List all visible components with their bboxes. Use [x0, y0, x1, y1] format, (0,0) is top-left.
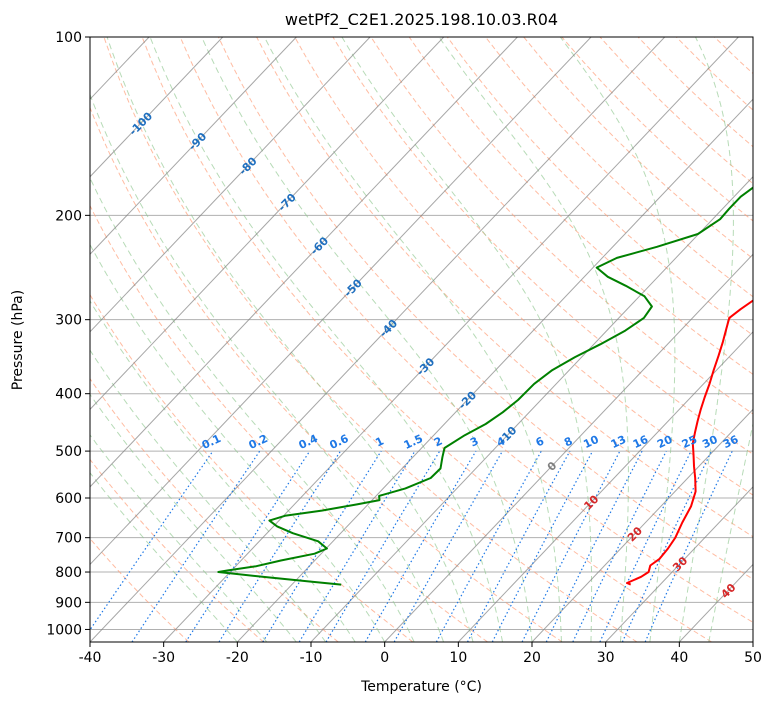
x-tick-label: 50 — [744, 650, 762, 666]
dry-adiabat — [28, 37, 488, 642]
isotherm-line — [0, 37, 370, 642]
mixing-ratio-label: 2 — [432, 434, 444, 449]
mixing-ratio-label: 13 — [609, 433, 628, 451]
moist-adiabat — [107, 37, 473, 642]
x-tick-label: -30 — [152, 650, 175, 666]
mixing-ratio-line — [436, 451, 541, 642]
isotherm-line — [753, 37, 775, 642]
dry-adiabat — [524, 37, 775, 642]
mixing-ratio-line — [492, 451, 592, 642]
y-tick-label: 200 — [55, 208, 82, 224]
isotherm-line — [532, 37, 775, 642]
x-tick-label: 0 — [380, 650, 389, 666]
mixing-ratio-label: 30 — [700, 433, 720, 451]
y-tick-label: 400 — [55, 387, 82, 403]
y-tick-label: 1000 — [46, 622, 82, 638]
moist-adiabat — [0, 37, 355, 642]
y-tick-label: 300 — [55, 313, 82, 329]
isotherm-line — [606, 37, 775, 642]
isotherm-line — [16, 37, 591, 642]
mixing-ratio-line — [186, 451, 310, 642]
mixing-ratio-line — [132, 451, 260, 642]
isotherm-line — [0, 37, 223, 642]
mixing-ratio-label: 8 — [562, 434, 574, 449]
mixing-ratio-label: 6 — [534, 434, 547, 449]
mixing-ratio-line — [326, 451, 440, 642]
moist-adiabat — [709, 37, 775, 642]
y-tick-label: 100 — [55, 30, 82, 46]
dry-adiabat — [753, 37, 775, 642]
isotherm-line — [0, 37, 2, 642]
mixing-ratio-line — [82, 451, 213, 642]
mixing-ratio-label: 1 — [373, 434, 385, 449]
isotherm-label: -100 — [127, 109, 156, 138]
isotherm-line — [90, 37, 665, 642]
mixing-ratio-label: 1.5 — [402, 432, 425, 452]
mixing-ratio-line — [365, 451, 476, 642]
moist-adiabat — [150, 37, 502, 642]
mixing-ratio-label: 0.4 — [297, 432, 320, 452]
background-lines — [0, 37, 775, 642]
y-tick-label: 700 — [55, 531, 82, 547]
x-tick-label: -40 — [79, 650, 102, 666]
x-axis-label: Temperature (°C) — [90, 679, 753, 695]
mixing-ratio-label: 10 — [581, 433, 601, 451]
x-tick-label: 30 — [597, 650, 615, 666]
moist-adiabat — [11, 37, 384, 642]
x-tick-label: 20 — [523, 650, 541, 666]
chart-title: wetPf2_C2E1.2025.198.10.03.R04 — [90, 10, 753, 29]
moist-adiabat — [202, 37, 532, 642]
dry-adiabat — [0, 37, 338, 642]
y-tick-label: 500 — [55, 444, 82, 460]
x-tick-label: 10 — [449, 650, 467, 666]
moist-adiabat — [0, 37, 326, 642]
y-tick-label: 600 — [55, 491, 82, 507]
data-lines — [218, 37, 775, 585]
mixing-ratio-label: 36 — [721, 433, 741, 451]
y-axis-label: Pressure (hPa) — [10, 290, 26, 390]
mixing-ratio-line — [522, 451, 620, 642]
x-tick-label: -20 — [226, 650, 249, 666]
mixing-ratio-line — [573, 451, 667, 642]
x-tick-label: -10 — [300, 650, 323, 666]
isotherm-line — [0, 37, 517, 642]
dry-adiabat — [295, 37, 775, 642]
moist-adiabat — [439, 37, 628, 642]
y-tick-label: 900 — [55, 595, 82, 611]
x-tick-label: 40 — [670, 650, 688, 666]
mixing-ratio-line — [468, 451, 570, 642]
mixing-ratio-label: 25 — [680, 433, 699, 451]
plot-frame — [90, 37, 753, 642]
dry-adiabat — [0, 37, 189, 642]
mixing-ratio-line — [600, 451, 691, 642]
dry-adiabat — [486, 37, 775, 642]
dry-adiabat — [257, 37, 775, 642]
dry-adiabat — [638, 37, 775, 642]
mixing-ratio-label: 0.1 — [200, 432, 223, 452]
mixing-ratio-label: 16 — [631, 433, 651, 451]
dry-adiabat — [409, 37, 775, 642]
mixing-ratio-line — [645, 451, 732, 642]
isotherm-line — [385, 37, 775, 642]
mixing-ratio-label: 20 — [655, 433, 675, 451]
y-tick-label: 800 — [55, 565, 82, 581]
dry-adiabat — [562, 37, 775, 642]
